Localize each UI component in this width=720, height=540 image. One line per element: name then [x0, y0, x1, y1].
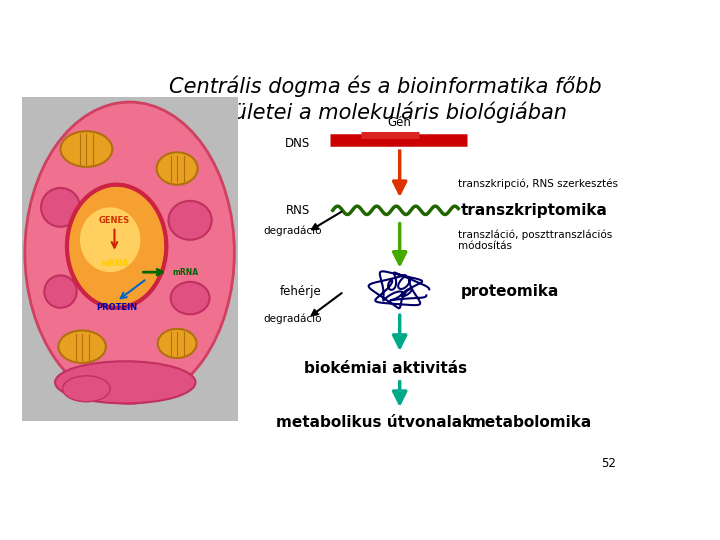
Ellipse shape: [58, 330, 106, 363]
Text: RNS: RNS: [286, 204, 310, 217]
Ellipse shape: [25, 102, 234, 403]
Ellipse shape: [168, 201, 212, 240]
Ellipse shape: [67, 185, 166, 308]
Ellipse shape: [156, 152, 197, 185]
Text: proteomika: proteomika: [461, 284, 559, 299]
Text: PROTEIN: PROTEIN: [96, 303, 138, 312]
Text: módosítás: módosítás: [459, 241, 513, 251]
Text: fehérje: fehérje: [280, 285, 322, 298]
Ellipse shape: [158, 329, 197, 358]
Text: degradáció: degradáció: [263, 226, 322, 237]
Text: mRNA: mRNA: [100, 259, 129, 268]
Text: Gén: Gén: [388, 116, 412, 129]
Text: transzkripció, RNS szerkesztés: transzkripció, RNS szerkesztés: [459, 178, 618, 188]
Ellipse shape: [41, 188, 80, 227]
Text: transzkriptomika: transzkriptomika: [461, 203, 608, 218]
Text: biokémiai aktivitás: biokémiai aktivitás: [304, 361, 467, 376]
Text: metabolomika: metabolomika: [469, 415, 592, 430]
Text: metabolikus útvonalak: metabolikus útvonalak: [276, 415, 473, 430]
Text: mRNA: mRNA: [173, 268, 199, 276]
Text: GENES: GENES: [99, 216, 130, 225]
Text: degradáció: degradáció: [263, 313, 322, 323]
Ellipse shape: [44, 275, 76, 308]
Ellipse shape: [171, 282, 210, 314]
Ellipse shape: [63, 376, 110, 402]
Ellipse shape: [80, 207, 140, 272]
Text: Centrális dogma és a bioinformatika főbb
területei a molekuláris biológiában: Centrális dogma és a bioinformatika főbb…: [169, 75, 602, 124]
Ellipse shape: [60, 131, 112, 167]
Text: DNS: DNS: [285, 137, 310, 150]
Text: transzláció, poszttranszlációs: transzláció, poszttranszlációs: [459, 229, 613, 240]
Ellipse shape: [55, 361, 195, 403]
Text: 52: 52: [601, 457, 616, 470]
